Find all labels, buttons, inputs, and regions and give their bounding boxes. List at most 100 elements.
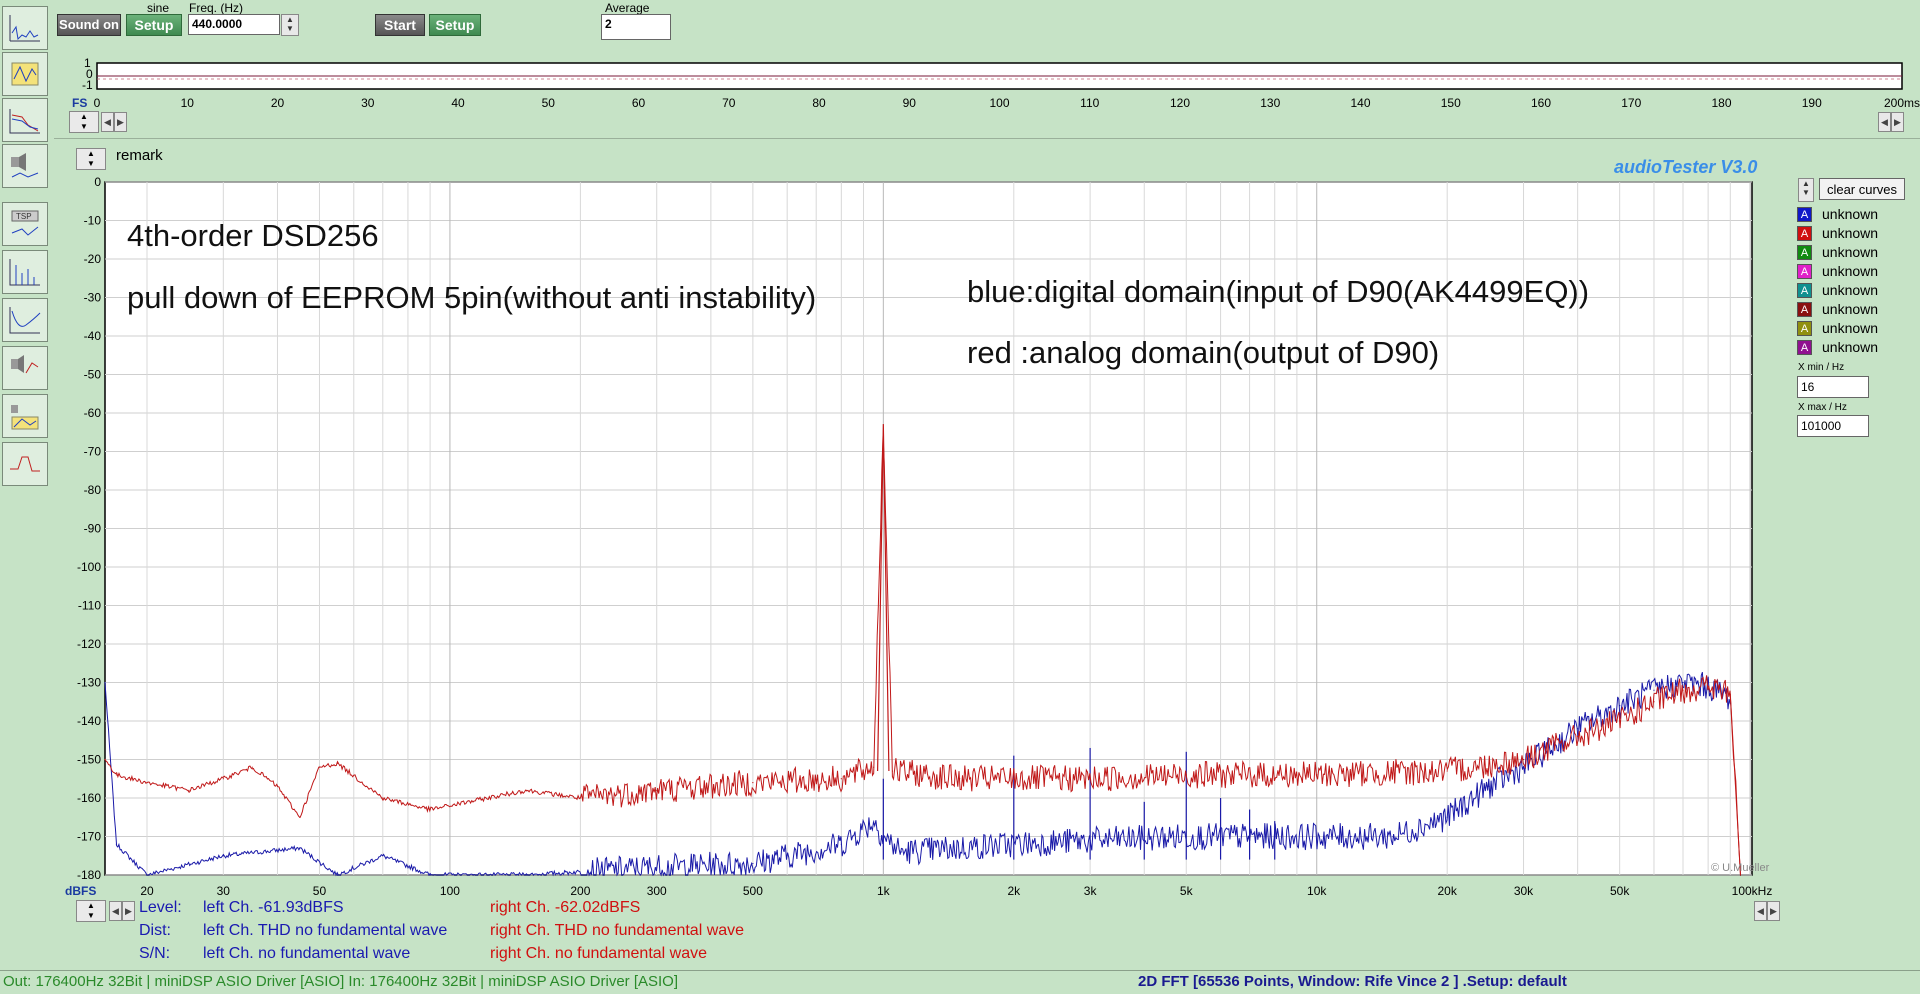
- series-point: [251, 766, 253, 768]
- sound-on-button[interactable]: Sound on: [57, 14, 121, 36]
- series-point: [336, 762, 339, 764]
- level-label: Level:: [139, 899, 182, 916]
- copyright-label: © U.Mueller: [1711, 862, 1770, 874]
- remark-spinner[interactable]: ▲ ▼: [76, 148, 106, 170]
- dist-left-value: left Ch. THD no fundamental wave: [203, 922, 448, 939]
- x-tick-label: 1k: [877, 884, 891, 898]
- scope-scroll-left[interactable]: ◀: [101, 112, 114, 132]
- scope-zoom-spinner[interactable]: ▲ ▼: [69, 111, 99, 133]
- series-point: [115, 774, 118, 776]
- series-point: [840, 843, 842, 845]
- y-tick-label: -120: [77, 637, 101, 651]
- tone-peak: [876, 424, 890, 772]
- y-tick-label: -40: [84, 329, 102, 343]
- scope-xtick: 110: [1080, 96, 1100, 110]
- scope-xtick: 160: [1530, 96, 1552, 110]
- start-button[interactable]: Start: [375, 14, 425, 36]
- series-point: [222, 855, 224, 857]
- x-min-input[interactable]: 16: [1797, 376, 1869, 398]
- y-tick-label: -100: [77, 560, 101, 574]
- scope-scroll-right[interactable]: ▶: [114, 112, 127, 132]
- series-point: [429, 808, 431, 811]
- step-response-icon[interactable]: [2, 442, 48, 486]
- series-point: [1089, 778, 1091, 780]
- y-tick-label: -90: [84, 522, 102, 536]
- x-tick-label: 30: [217, 884, 231, 898]
- series-point: [959, 778, 961, 780]
- status-fft-text: 2D FFT [65536 Points, Window: Rife Vince…: [1138, 973, 1567, 990]
- x-max-input[interactable]: 101000: [1797, 415, 1869, 437]
- series-point: [1350, 835, 1352, 838]
- impedance-icon[interactable]: [2, 298, 48, 342]
- fft-scroll-left[interactable]: ◀: [109, 901, 122, 921]
- legend-label: unknown: [1822, 282, 1879, 298]
- level-left-value: left Ch. -61.93dBFS: [203, 899, 344, 916]
- fft-scroll-left-end[interactable]: ◀: [1754, 901, 1767, 921]
- series-point: [1619, 705, 1621, 707]
- fft-scroll-right[interactable]: ▶: [122, 901, 135, 921]
- fft-scroll-right-end[interactable]: ▶: [1767, 901, 1780, 921]
- series-point: [1682, 681, 1684, 684]
- spectrum-bars-icon[interactable]: [2, 250, 48, 294]
- series-point: [656, 789, 658, 791]
- curves-spinner[interactable]: ▲ ▼: [1798, 178, 1814, 202]
- tsp-icon[interactable]: TSP: [2, 202, 48, 246]
- freq-input[interactable]: 440.0000: [188, 14, 280, 35]
- freq-label: Freq. (Hz): [189, 1, 243, 15]
- series-point: [1653, 689, 1655, 691]
- annotation-red: red :analog domain(output of D90): [967, 335, 1440, 370]
- series-point: [382, 855, 384, 857]
- x-tick-label: 100kHz: [1732, 884, 1773, 898]
- series-point: [840, 778, 842, 780]
- clear-curves-button[interactable]: clear curves: [1819, 178, 1905, 200]
- scope-xtick: 60: [631, 96, 646, 110]
- series-point: [1577, 728, 1579, 730]
- scope-ytick-minus1: -1: [82, 78, 93, 92]
- y-tick-label: -110: [78, 599, 101, 613]
- x-tick-label: 100: [440, 884, 460, 898]
- scope-ytick-1: 1: [84, 56, 91, 70]
- scope-xtick: 30: [361, 96, 375, 110]
- legend-color-box: A: [1797, 244, 1812, 260]
- generator-setup-button[interactable]: Setup: [126, 14, 182, 36]
- series-point: [525, 874, 527, 876]
- speaker-measure-icon[interactable]: [2, 144, 48, 188]
- fft-zoom-spinner[interactable]: ▲ ▼: [76, 900, 106, 922]
- level-right-value: right Ch. -62.02dBFS: [490, 899, 641, 916]
- series-point: [429, 874, 431, 876]
- frequency-response-icon[interactable]: [2, 98, 48, 142]
- x-tick-label: 50k: [1610, 884, 1630, 898]
- svg-text:TSP: TSP: [16, 212, 32, 221]
- series-point: [900, 851, 902, 853]
- series-line: [104, 436, 1741, 876]
- speaker-response-icon[interactable]: [2, 346, 48, 390]
- fs-label: FS: [72, 96, 88, 110]
- scope-xtick: 200ms: [1883, 96, 1920, 110]
- oscilloscope-view-icon[interactable]: [2, 52, 48, 96]
- scope-scroll-right-end[interactable]: ▶: [1891, 112, 1904, 132]
- freq-spinner[interactable]: ▲ ▼: [281, 14, 299, 36]
- x-tick-label: 5k: [1180, 884, 1194, 898]
- average-input[interactable]: 2: [601, 14, 671, 40]
- series-point: [1653, 701, 1655, 703]
- series-point: [1185, 774, 1187, 776]
- y-tick-label: -140: [77, 714, 101, 728]
- divider: [54, 138, 1920, 139]
- fft-view-icon[interactable]: [2, 6, 48, 50]
- speaker-sweep-icon[interactable]: [2, 394, 48, 438]
- y-tick-label: -20: [84, 252, 102, 266]
- scope-xtick: 50: [541, 96, 555, 110]
- brand-label: audioTester V3.0: [1614, 157, 1758, 177]
- annotation-title: 4th-order DSD256: [127, 218, 379, 253]
- analyzer-setup-button[interactable]: Setup: [429, 14, 481, 36]
- y-tick-label: -180: [77, 868, 101, 882]
- scope-scroll-left-end[interactable]: ◀: [1878, 112, 1891, 132]
